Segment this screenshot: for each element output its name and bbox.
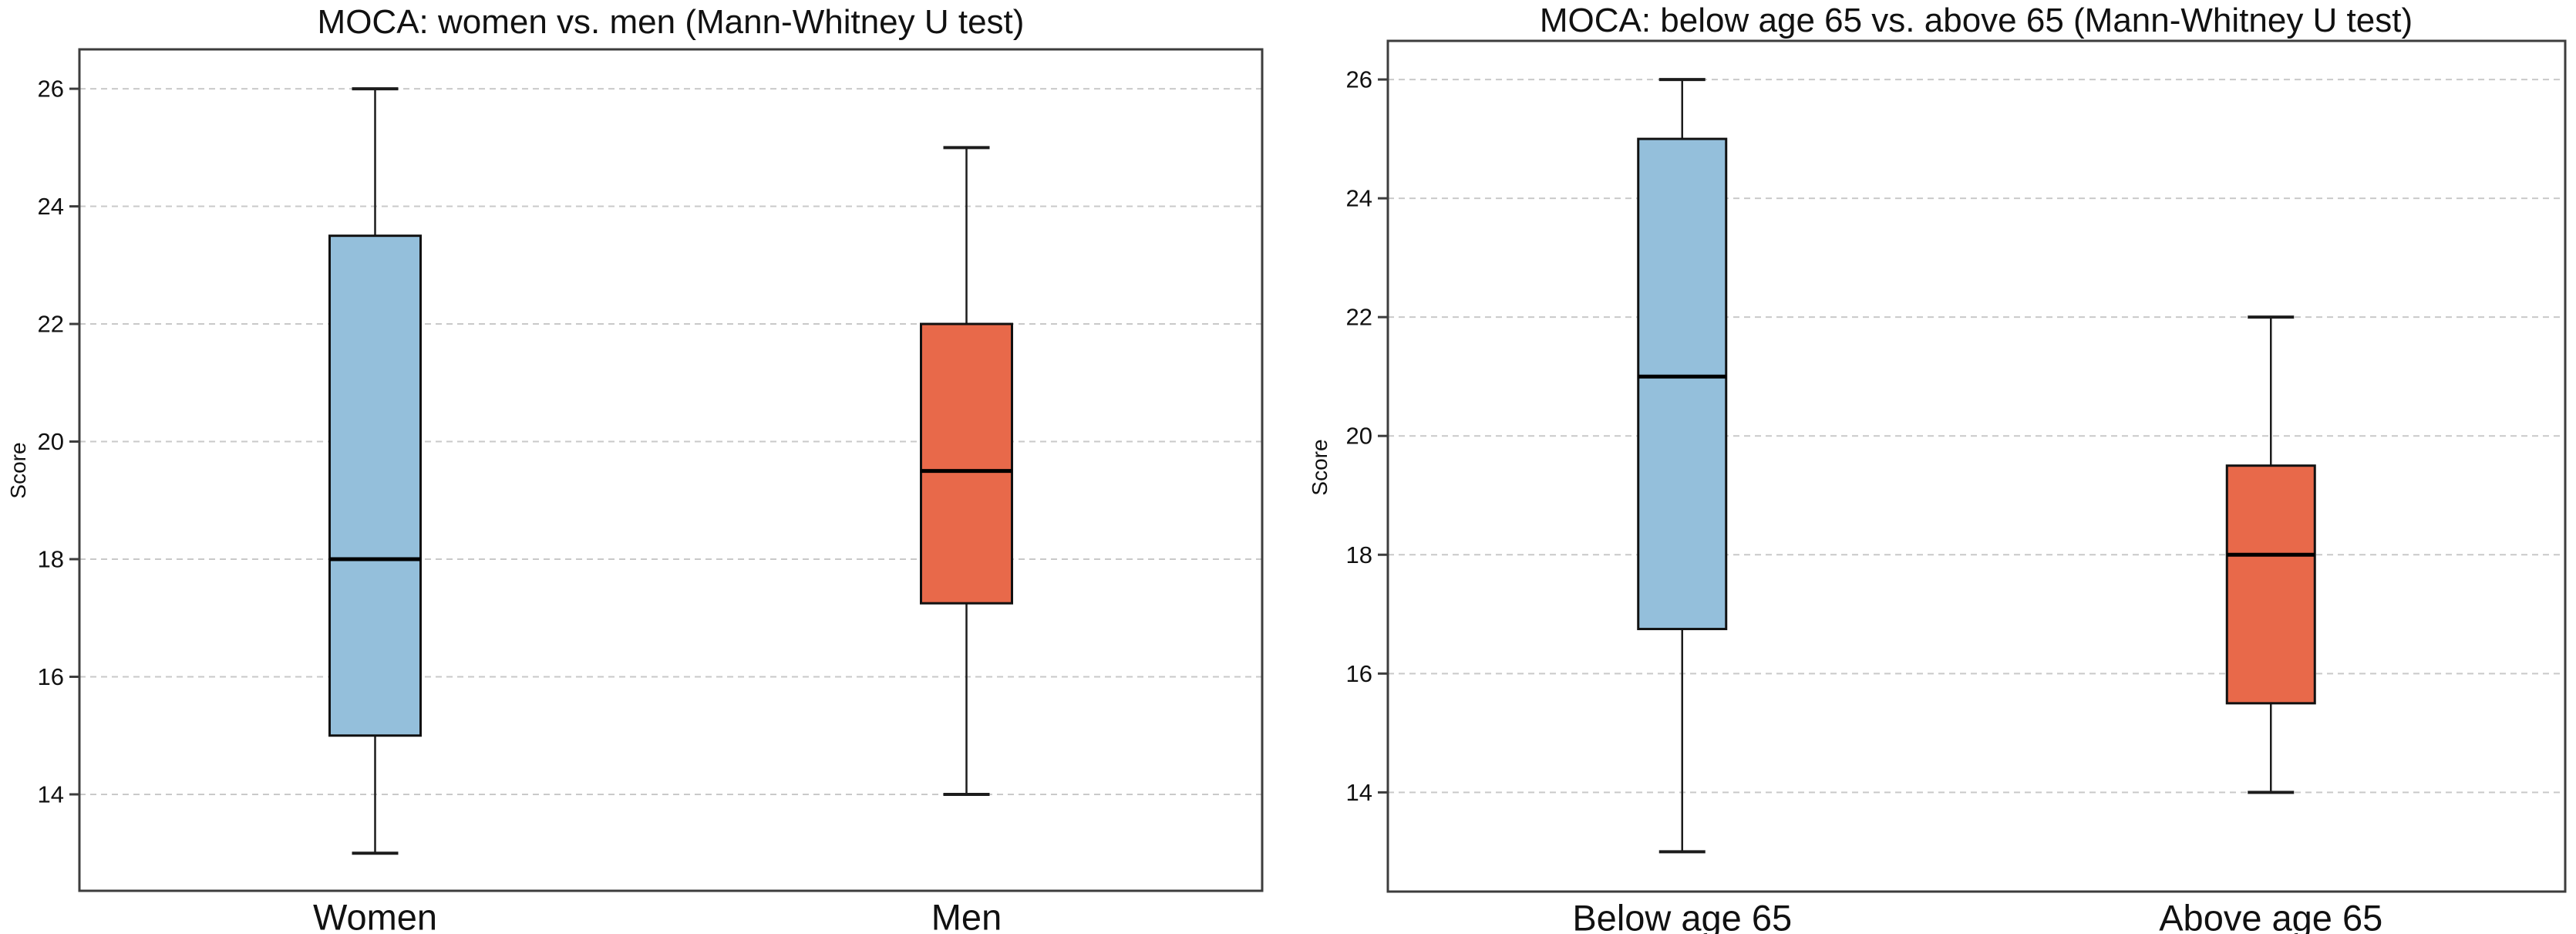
y-axis-label-right: Score xyxy=(1308,439,1332,496)
box-above-age-65 xyxy=(2225,464,2316,705)
y-tick-label-14: 14 xyxy=(38,781,64,808)
y-tick-label-20: 20 xyxy=(1346,423,1372,450)
plot-frame-1 xyxy=(1386,39,2567,893)
y-tick-label-20: 20 xyxy=(38,428,64,455)
x-category-label-below-age-65: Below age 65 xyxy=(1572,897,1792,934)
box-below-age-65 xyxy=(1637,137,1728,631)
y-tick-label-26: 26 xyxy=(38,76,64,103)
box-men xyxy=(920,322,1013,605)
y-tick-label-24: 24 xyxy=(1346,185,1372,212)
y-tick-label-22: 22 xyxy=(38,311,64,338)
x-category-label-women: Women xyxy=(313,896,437,934)
y-tick-label-16: 16 xyxy=(38,663,64,690)
y-tick-label-26: 26 xyxy=(1346,66,1372,93)
y-tick-label-14: 14 xyxy=(1346,779,1372,806)
y-axis-label-left: Score xyxy=(6,442,30,499)
chart-title-women-vs-men: MOCA: women vs. men (Mann-Whitney U test… xyxy=(317,3,1025,41)
y-tick-label-24: 24 xyxy=(38,193,64,220)
y-tick-label-16: 16 xyxy=(1346,660,1372,687)
plot-frame-0 xyxy=(78,48,1264,892)
y-tick-label-18: 18 xyxy=(38,546,64,573)
y-tick-label-18: 18 xyxy=(1346,541,1372,568)
box-women xyxy=(328,234,422,737)
x-category-label-above-age-65: Above age 65 xyxy=(2159,897,2382,934)
y-tick-label-22: 22 xyxy=(1346,304,1372,331)
x-category-label-men: Men xyxy=(931,896,1002,934)
chart-title-below-vs-above-65: MOCA: below age 65 vs. above 65 (Mann-Wh… xyxy=(1539,2,2413,39)
